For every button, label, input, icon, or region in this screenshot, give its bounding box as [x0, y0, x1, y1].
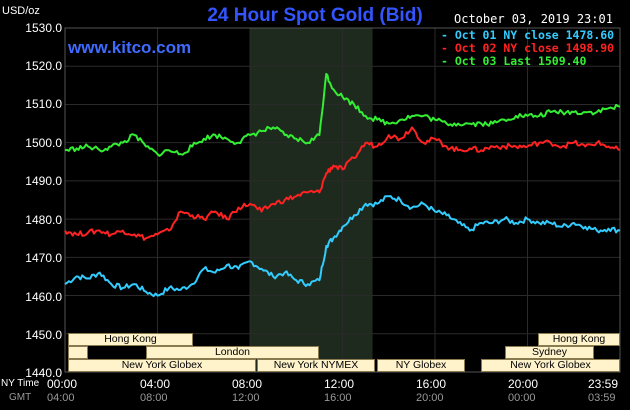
series-line-1 [64, 195, 621, 298]
datetime-label: October 03, 2019 23:01 [454, 12, 613, 26]
y-tick-1460: 1460.0 [25, 290, 62, 304]
x-tick-gmt-0000: 00:00 [508, 392, 536, 404]
chart-title: 24 Hour Spot Gold (Bid) [207, 5, 423, 26]
session-hong-kong-left: Hong Kong [68, 333, 193, 346]
x-tick-ny-1200: 12:00 [324, 377, 355, 391]
units-label: USD/oz [2, 5, 40, 17]
session-hong-kong-right: Hong Kong [538, 333, 620, 346]
x-tick-ny-0400: 04:00 [140, 377, 171, 391]
y-tick-1470: 1470.0 [25, 251, 62, 265]
y-tick-1510: 1510.0 [25, 97, 62, 111]
y-tick-1480: 1480.0 [25, 213, 62, 227]
y-tick-1530: 1530.0 [25, 21, 62, 35]
x-tick-ny-0800: 08:00 [232, 377, 263, 391]
highlight-band [250, 28, 373, 372]
x-tick-gmt-2000: 20:00 [416, 392, 444, 404]
session-london: London [146, 346, 319, 359]
session-new-york-globex-left: New York Globex [68, 359, 256, 372]
session-ny-globex: NY Globex [377, 359, 465, 372]
y-tick-1440: 1440.0 [25, 366, 62, 380]
y-tick-1500: 1500.0 [25, 136, 62, 150]
x-tick-ny-1600: 16:00 [416, 377, 447, 391]
plot-frame [64, 27, 621, 373]
brand-link[interactable]: www.kitco.com [68, 38, 192, 57]
x-tick-gmt-1200: 12:00 [232, 392, 260, 404]
legend-oct02: - Oct 02 NY close 1498.90 [441, 41, 615, 55]
session-sydney-left [68, 346, 88, 359]
y-tick-1520: 1520.0 [25, 59, 62, 73]
legend-oct03: - Oct 03 Last 1509.40 [441, 54, 587, 68]
x-tick-gmt-0400: 04:00 [47, 392, 75, 404]
session-new-york-globex-right: New York Globex [481, 359, 620, 372]
x-tick-gmt-0800: 08:00 [140, 392, 168, 404]
series-line-2 [64, 126, 621, 241]
y-tick-1450: 1450.0 [25, 328, 62, 342]
x-tick-gmt-0359: 03:59 [588, 392, 616, 404]
x-tick-ny-2359: 23:59 [588, 377, 619, 391]
legend-oct02-label: Oct 02 NY close 1498.90 [454, 41, 615, 55]
row-label-gmt: GMT [9, 392, 32, 403]
legend-oct03-label: Oct 03 Last 1509.40 [454, 54, 587, 68]
series-line-3 [64, 72, 621, 157]
y-tick-1490: 1490.0 [25, 174, 62, 188]
x-tick-ny-2000: 20:00 [508, 377, 539, 391]
session-sydney: Sydney [505, 346, 594, 359]
session-new-york-nymex: New York NYMEX [257, 359, 375, 372]
x-tick-gmt-1600: 16:00 [324, 392, 352, 404]
row-label-ny-time: NY Time [1, 378, 40, 389]
legend-oct01: - Oct 01 NY close 1478.60 [441, 28, 615, 42]
x-tick-ny-0000: 00:00 [47, 377, 78, 391]
legend-oct01-label: Oct 01 NY close 1478.60 [454, 28, 615, 42]
